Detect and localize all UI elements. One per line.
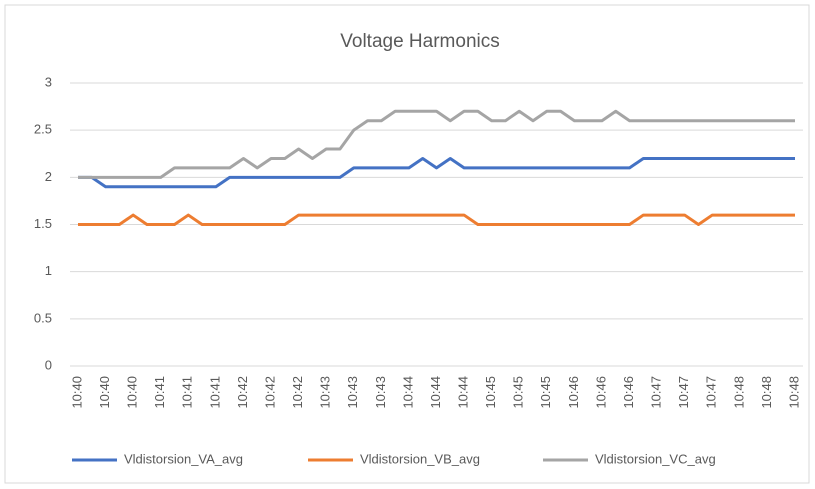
chart-frame	[4, 4, 810, 484]
y-tick-label: 0.5	[34, 310, 52, 325]
legend-label: Vldistorsion_VA_avg	[124, 451, 243, 466]
x-tick-label: 10:42	[262, 376, 277, 409]
x-tick-label: 10:45	[483, 376, 498, 409]
x-tick-label: 10:42	[235, 376, 250, 409]
series-line	[78, 109, 795, 179]
series-line	[78, 213, 795, 226]
x-tick-label: 10:40	[97, 376, 112, 409]
x-tick-label: 10:40	[125, 376, 140, 409]
y-tick-label: 2	[45, 169, 52, 184]
x-tick-label: 10:47	[704, 376, 719, 409]
x-tick-label: 10:46	[621, 376, 636, 409]
x-tick-label: 10:44	[456, 376, 471, 409]
y-tick-label: 0	[45, 357, 52, 372]
chart-title: Voltage Harmonics	[340, 31, 499, 52]
x-tick-label: 10:45	[511, 376, 526, 409]
x-tick-label: 10:43	[373, 376, 388, 409]
x-tick-label: 10:43	[318, 376, 333, 409]
x-tick-label: 10:41	[207, 376, 222, 409]
legend-label: Vldistorsion_VC_avg	[595, 451, 716, 466]
x-tick-label: 10:40	[69, 376, 84, 409]
x-tick-label: 10:45	[538, 376, 553, 409]
y-tick-label: 1	[45, 263, 52, 278]
series-line	[78, 156, 795, 189]
y-tick-label: 2.5	[34, 122, 52, 137]
legend-label: Vldistorsion_VB_avg	[360, 451, 480, 466]
x-tick-label: 10:48	[759, 376, 774, 409]
x-tick-label: 10:46	[566, 376, 581, 409]
x-tick-label: 10:48	[731, 376, 746, 409]
y-tick-label: 3	[45, 74, 52, 89]
x-tick-label: 10:41	[152, 376, 167, 409]
x-tick-label: 10:42	[290, 376, 305, 409]
x-tick-label: 10:41	[180, 376, 195, 409]
x-tick-label: 10:46	[593, 376, 608, 409]
x-tick-label: 10:48	[786, 376, 801, 409]
x-tick-label: 10:47	[649, 376, 664, 409]
x-tick-label: 10:44	[400, 376, 415, 409]
x-tick-label: 10:47	[676, 376, 691, 409]
x-tick-label: 10:44	[428, 376, 443, 409]
y-tick-label: 1.5	[34, 216, 52, 231]
x-tick-label: 10:43	[345, 376, 360, 409]
